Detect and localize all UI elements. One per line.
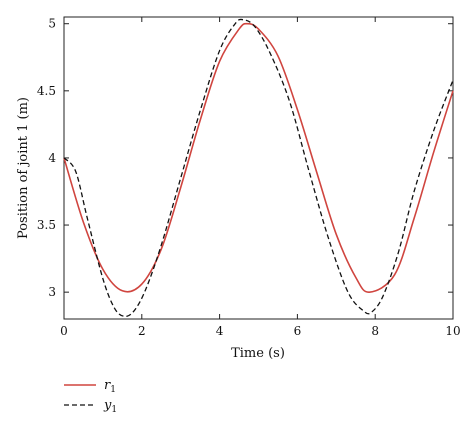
x-tick-label: 8 [371,324,379,338]
x-tick-label: 10 [445,324,460,338]
y-tick-label: 5 [48,17,56,31]
x-axis-label: Time (s) [231,346,285,361]
plot-area [63,16,454,320]
y-axis: 3 3.5 4 4.5 5 [37,17,453,299]
y-axis-label: Position of joint 1 (m) [16,97,31,239]
y-tick-label: 4.5 [37,84,56,98]
legend-entry-y1: y1 [103,398,117,415]
legend-entry-r1: r1 [104,378,116,395]
series-layer [63,18,454,318]
x-tick-label: 0 [60,324,68,338]
x-tick-label: 2 [138,324,146,338]
x-tick-label: 6 [294,324,302,338]
y-tick-label: 3 [48,285,56,299]
y-tick-label: 4 [48,151,56,165]
x-tick-label: 4 [216,324,224,338]
y-tick-label: 3.5 [37,218,56,232]
series-line-y1 [63,18,454,318]
x-axis: 0 2 4 6 8 10 [60,17,461,338]
